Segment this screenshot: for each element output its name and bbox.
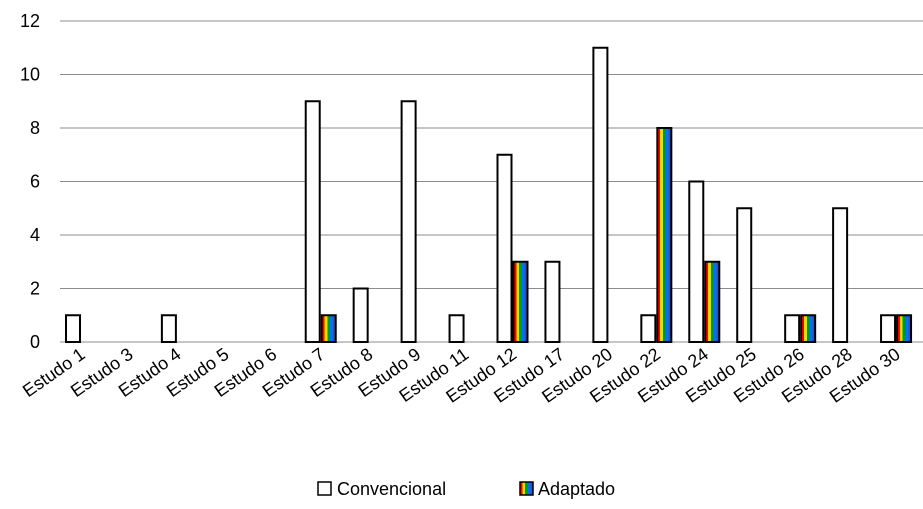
bars [65, 46, 913, 343]
y-tick-label: 2 [30, 279, 40, 299]
bar-adaptado [800, 314, 817, 343]
bar-convencional [160, 314, 177, 343]
bar-convencional [400, 100, 417, 343]
legend: Convencional Adaptado [317, 479, 615, 499]
y-axis-ticks: 0 2 4 6 8 10 12 [20, 11, 40, 352]
legend-swatch-adaptado [519, 481, 534, 496]
legend-label-adaptado: Adaptado [538, 479, 615, 499]
bar-convencional [65, 314, 81, 343]
legend-label-convencional: Convencional [337, 479, 446, 499]
bar-convencional [640, 314, 657, 343]
bar-adaptado [656, 127, 673, 343]
y-tick-label: 4 [30, 225, 40, 245]
bar-convencional [352, 287, 369, 343]
y-tick-label: 6 [30, 172, 40, 192]
bar-convencional [448, 314, 465, 343]
bar-convencional [304, 100, 321, 343]
bar-convencional [736, 207, 753, 343]
y-tick-label: 0 [30, 332, 40, 352]
y-tick-label: 12 [20, 11, 40, 31]
bar-adaptado [704, 260, 721, 343]
gridlines [60, 20, 923, 343]
bar-convencional [832, 207, 849, 343]
legend-swatch-convencional [317, 481, 332, 496]
bar-convencional [880, 314, 897, 343]
bar-adaptado [896, 314, 913, 343]
bar-adaptado [320, 314, 337, 343]
y-tick-label: 8 [30, 118, 40, 138]
y-tick-label: 10 [20, 65, 40, 85]
bar-convencional [544, 260, 561, 343]
bar-adaptado [512, 260, 529, 343]
bar-convencional [496, 153, 513, 343]
bar-convencional [784, 314, 801, 343]
bar-convencional [688, 180, 705, 343]
bar-convencional [592, 46, 609, 343]
